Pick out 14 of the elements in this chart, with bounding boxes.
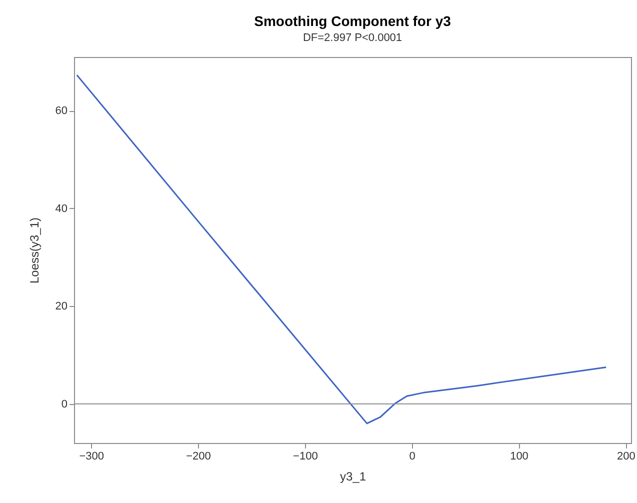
chart-subtitle: DF=2.997 P<0.0001 [302, 32, 402, 44]
x-tick-label: −200 [186, 450, 211, 462]
y-tick-label: 60 [55, 105, 68, 118]
x-tick-label: −100 [293, 450, 318, 462]
y-tick-label: 20 [55, 300, 68, 313]
x-tick-label: 0 [409, 450, 416, 462]
x-axis-title: y3_1 [340, 470, 366, 484]
x-tick-label: 200 [616, 450, 636, 462]
y-tick-label: 0 [61, 398, 68, 410]
x-tick-label: −300 [79, 450, 104, 462]
y-axis-title: Loess(y3_1) [27, 217, 42, 284]
x-tick-label: 100 [510, 450, 528, 462]
y-tick-label: 40 [55, 202, 68, 215]
chart-title: Smoothing Component for y3 [254, 13, 452, 29]
